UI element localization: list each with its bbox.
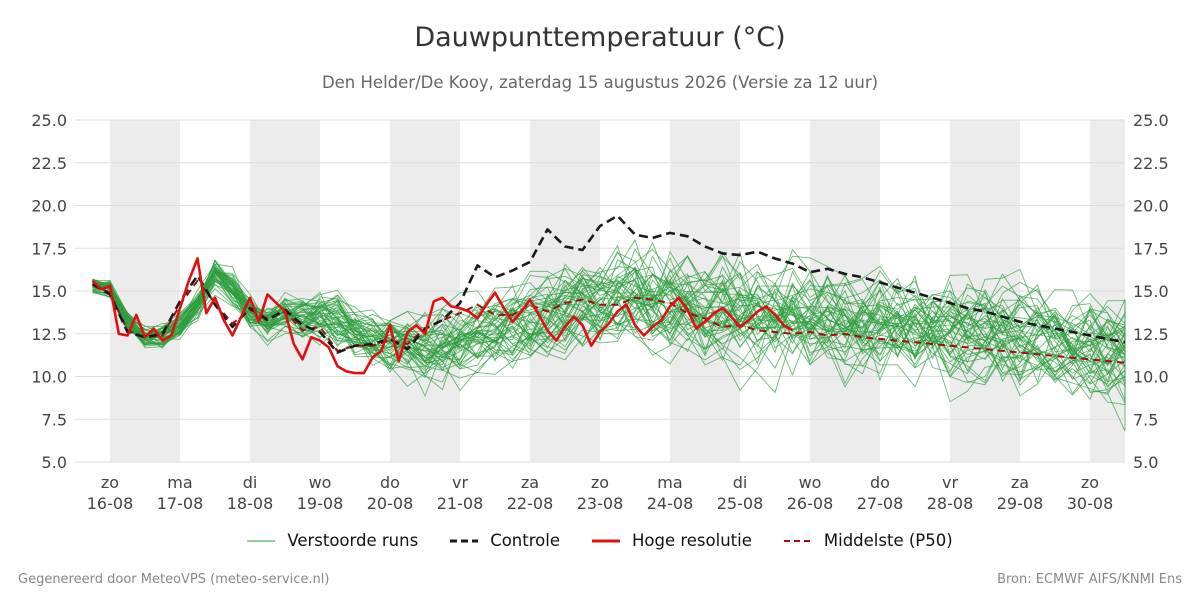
x-tick-date: 27-08 — [857, 494, 904, 513]
x-tick-date: 28-08 — [927, 494, 974, 513]
legend-swatch-control — [450, 539, 479, 542]
chart-title: Dauwpunttemperatuur (°C) — [414, 22, 786, 53]
legend-label-median: Middelste (P50) — [823, 531, 953, 550]
x-tick-date: 30-08 — [1067, 494, 1114, 513]
x-tick-date: 21-08 — [437, 494, 484, 513]
ensemble-member-line — [92, 256, 1126, 380]
ensemble-member-line — [92, 277, 1126, 384]
y-tick-label-left: 15.0 — [31, 282, 67, 301]
ensemble-member-line — [92, 270, 1126, 403]
y-tick-label-left: 17.5 — [31, 239, 67, 258]
legend-item-ensemble: Verstoorde runs — [247, 531, 418, 550]
ensemble-member-line — [92, 268, 1126, 359]
x-tick-day: do — [380, 473, 400, 492]
y-tick-label-right: 7.5 — [1133, 410, 1158, 429]
x-tick-day: vr — [452, 473, 468, 492]
legend-item-hires: Hoge resolutie — [591, 531, 752, 550]
x-tick-date: 26-08 — [787, 494, 834, 513]
y-tick-label-left: 5.0 — [42, 453, 67, 472]
ensemble-member-line — [92, 259, 1126, 392]
x-tick-date: 20-08 — [367, 494, 414, 513]
chart-subtitle: Den Helder/De Kooy, zaterdag 15 augustus… — [321, 73, 879, 92]
ensemble-member-line — [92, 255, 1126, 388]
ensemble-member-line — [92, 268, 1126, 376]
legend-swatch-ensemble — [247, 540, 276, 541]
x-tick-day: zo — [101, 473, 119, 492]
legend-label-control: Controle — [490, 531, 560, 550]
y-tick-label-left: 10.0 — [31, 368, 67, 387]
x-tick-date: 18-08 — [227, 494, 274, 513]
legend-item-median: Middelste (P50) — [783, 531, 953, 550]
y-tick-label-left: 20.0 — [31, 197, 67, 216]
ensemble-member-line — [92, 266, 1126, 372]
x-tick-day: zo — [591, 473, 609, 492]
ensemble-member-line — [92, 267, 1126, 370]
y-tick-label-left: 7.5 — [42, 410, 67, 429]
y-tick-label-right: 5.0 — [1133, 453, 1158, 472]
x-tick-date: 29-08 — [997, 494, 1044, 513]
y-tick-label-right: 12.5 — [1133, 325, 1169, 344]
y-tick-label-right: 25.0 — [1133, 111, 1169, 130]
ensemble-member-line — [92, 271, 1126, 387]
x-tick-day: wo — [799, 473, 822, 492]
ensemble-member-line — [92, 265, 1126, 387]
x-tick-day: do — [870, 473, 890, 492]
legend-item-control: Controle — [450, 531, 560, 550]
ensemble-member-line — [92, 241, 1126, 382]
x-tick-day: di — [733, 473, 748, 492]
footer-credit: Gegenereerd door MeteoVPS (meteo-service… — [18, 572, 330, 587]
y-tick-label-right: 20.0 — [1133, 197, 1169, 216]
ensemble-member-line — [92, 259, 1126, 392]
x-tick-day: ma — [167, 473, 192, 492]
y-tick-label-right: 15.0 — [1133, 282, 1169, 301]
legend-swatch-median — [783, 539, 812, 542]
x-tick-date: 23-08 — [577, 494, 624, 513]
x-tick-day: vr — [942, 473, 958, 492]
ensemble-member-line — [92, 270, 1126, 386]
series-line-hires — [91, 257, 794, 375]
x-tick-date: 17-08 — [157, 494, 204, 513]
footer-source: Bron: ECMWF AIFS/KNMI Ens — [997, 572, 1182, 587]
x-tick-date: 19-08 — [297, 494, 344, 513]
legend-label-ensemble: Verstoorde runs — [287, 531, 419, 550]
ensemble-member-line — [92, 268, 1126, 367]
chart-legend: Verstoorde runs Controle Hoge resolutie … — [0, 531, 1200, 550]
x-tick-date: 16-08 — [87, 494, 134, 513]
x-tick-day: za — [521, 473, 539, 492]
x-tick-date: 24-08 — [647, 494, 694, 513]
x-tick-day: za — [1011, 473, 1029, 492]
y-tick-label-right: 10.0 — [1133, 368, 1169, 387]
x-tick-date: 22-08 — [507, 494, 554, 513]
y-tick-label-left: 12.5 — [31, 325, 67, 344]
y-tick-label-right: 22.5 — [1133, 154, 1169, 173]
series-line-control — [91, 214, 1126, 354]
y-tick-label-left: 22.5 — [31, 154, 67, 173]
ensemble-member-line — [92, 269, 1126, 388]
ensemble-member-line — [92, 269, 1126, 375]
x-tick-day: di — [243, 473, 258, 492]
ensemble-member-line — [92, 268, 1126, 394]
x-tick-date: 25-08 — [717, 494, 764, 513]
y-tick-label-right: 17.5 — [1133, 239, 1169, 258]
y-tick-label-left: 25.0 — [31, 111, 67, 130]
legend-swatch-hires — [591, 539, 620, 542]
x-tick-day: zo — [1081, 473, 1099, 492]
x-tick-day: ma — [657, 473, 682, 492]
x-tick-day: wo — [309, 473, 332, 492]
legend-label-hires: Hoge resolutie — [631, 531, 752, 550]
